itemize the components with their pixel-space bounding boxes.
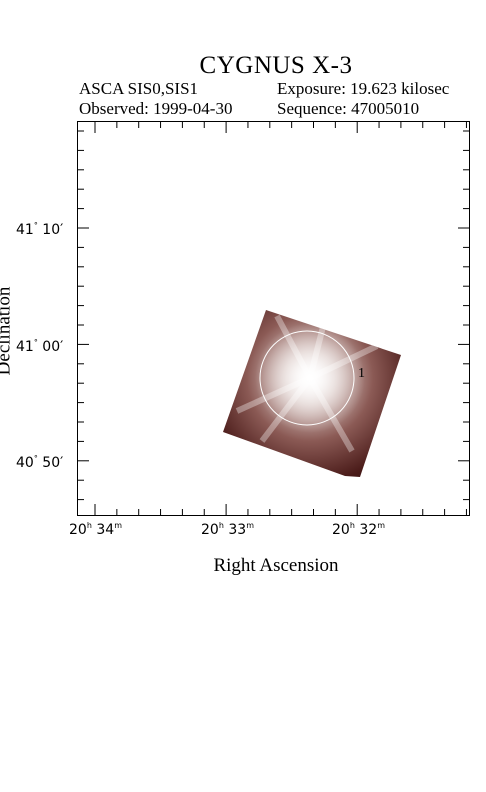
x-tick-label: 20h 34m — [69, 521, 122, 538]
y-tick-label: 40° 50′ — [16, 454, 64, 471]
observed-date-label: Observed: 1999-04-30 — [79, 99, 233, 118]
tick-marks — [77, 121, 470, 516]
source-label: 1 — [358, 366, 365, 381]
x-tick-label: 20h 32m — [332, 521, 385, 538]
plot-title: CYGNUS X-3 — [199, 52, 353, 79]
y-axis-label: Declination — [0, 286, 15, 376]
x-axis-label: Right Ascension — [213, 555, 339, 576]
y-tick-label: 41° 10′ — [16, 221, 64, 238]
sky-image-plot: 1 — [77, 121, 470, 516]
y-tick-label: 41° 00′ — [16, 338, 64, 355]
x-tick-label: 20h 33m — [201, 521, 254, 538]
source-region-circle — [259, 330, 355, 426]
sequence-label: Sequence: 47005010 — [277, 99, 420, 118]
instrument-label: ASCA SIS0,SIS1 — [79, 79, 199, 98]
exposure-label: Exposure: 19.623 kilosec — [277, 79, 450, 98]
